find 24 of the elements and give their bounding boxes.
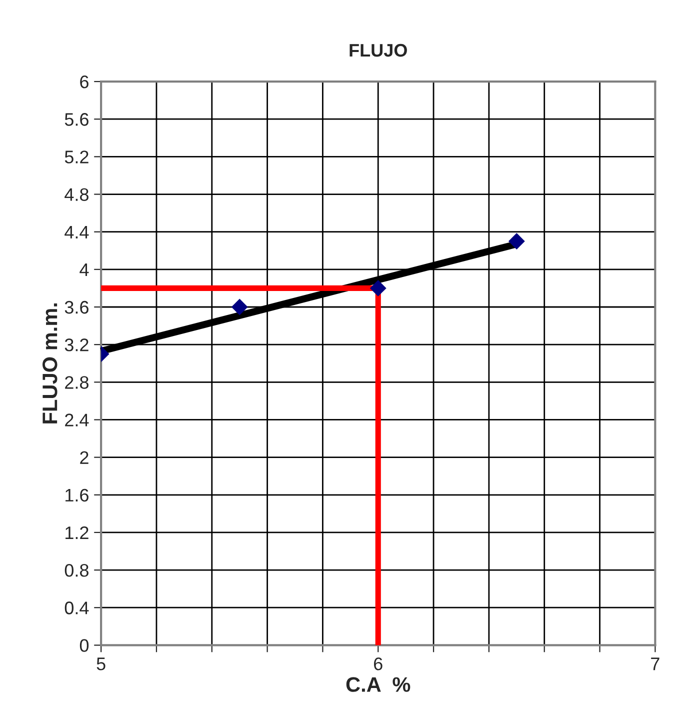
y-tick-label: 0.4: [64, 602, 89, 614]
y-tick-label: 2.4: [65, 414, 89, 426]
y-axis-title: FLUJO m.m.: [42, 303, 58, 424]
y-tick-label: 6: [80, 75, 88, 88]
x-axis-title: C.A %: [346, 677, 410, 692]
y-tick-label: 2: [80, 451, 88, 464]
y-tick-label: 3.6: [64, 300, 88, 314]
y-tick-label: 0.8: [64, 564, 88, 577]
y-tick-label: 1.6: [66, 488, 88, 502]
y-tick-label: 1.2: [66, 526, 88, 539]
x-tick-label: 7: [651, 658, 660, 670]
point: [508, 233, 525, 250]
y-tick-label: 2.8: [65, 376, 88, 389]
point: [370, 280, 386, 296]
x-tick-label: 6: [374, 657, 382, 670]
y-tick-label: 5.6: [64, 113, 88, 126]
y-tick-label: 4.4: [64, 226, 89, 238]
y-tick-label: 0: [80, 639, 89, 652]
y-tick-label: 5.2: [64, 150, 88, 164]
x-tick-label: 5: [96, 658, 106, 670]
chart-title: FLUJO: [350, 44, 407, 57]
y-tick-label: 3.2: [64, 338, 88, 352]
y-tick-label: 4.8: [64, 188, 88, 201]
y-tick-label: 4: [80, 264, 89, 276]
